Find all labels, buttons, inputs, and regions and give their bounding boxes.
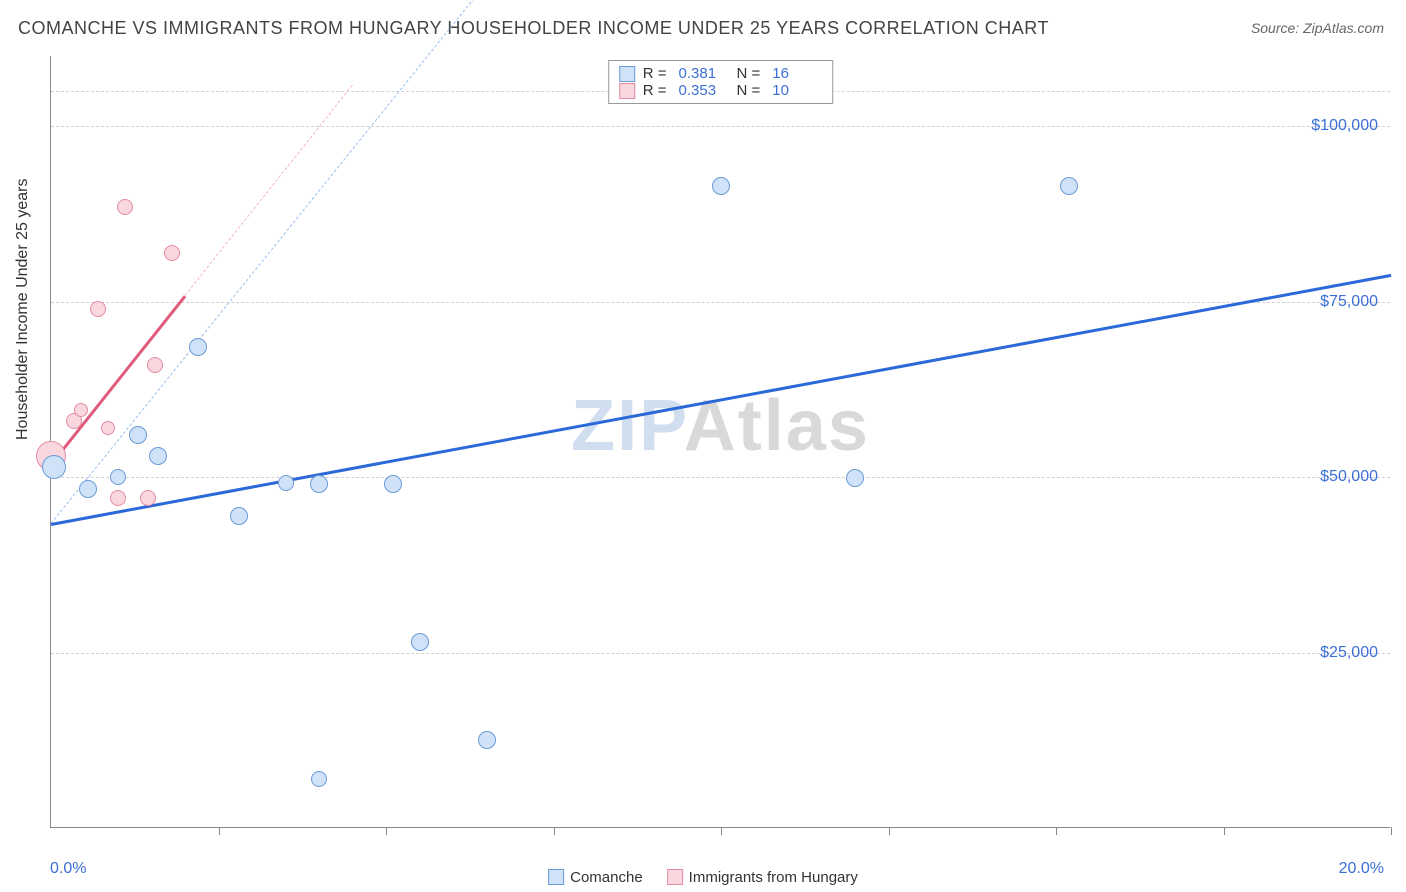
data-point-hungary xyxy=(164,245,180,261)
watermark-zip: ZIP xyxy=(571,386,684,466)
data-point-comanche xyxy=(411,633,429,651)
x-tick xyxy=(721,827,722,835)
y-axis-title: Householder Income Under 25 years xyxy=(14,179,32,440)
data-point-comanche xyxy=(278,475,294,491)
data-point-hungary xyxy=(101,421,115,435)
y-tick-label: $100,000 xyxy=(1311,117,1378,135)
legend-n-label: N = xyxy=(737,65,761,82)
x-tick xyxy=(1056,827,1057,835)
gridline xyxy=(51,477,1390,478)
legend-swatch-comanche xyxy=(619,66,635,82)
x-tick xyxy=(1224,827,1225,835)
y-tick-label: $25,000 xyxy=(1320,644,1378,662)
legend-r-value-comanche: 0.381 xyxy=(679,65,729,82)
trend-line xyxy=(51,274,1391,526)
data-point-comanche xyxy=(712,177,730,195)
plot-area: ZIPAtlas R = 0.381 N = 16 R = 0.353 N = … xyxy=(50,56,1390,828)
legend-r-value-hungary: 0.353 xyxy=(679,82,729,99)
data-point-hungary xyxy=(117,199,133,215)
chart-title: COMANCHE VS IMMIGRANTS FROM HUNGARY HOUS… xyxy=(18,18,1049,39)
y-tick-label: $50,000 xyxy=(1320,468,1378,486)
gridline xyxy=(51,302,1390,303)
data-point-hungary xyxy=(110,490,126,506)
data-point-comanche xyxy=(149,447,167,465)
legend-n-value-comanche: 16 xyxy=(772,65,822,82)
data-point-comanche xyxy=(384,475,402,493)
legend-stats-row-hungary: R = 0.353 N = 10 xyxy=(619,82,823,99)
legend-n-value-hungary: 10 xyxy=(772,82,822,99)
data-point-hungary xyxy=(147,357,163,373)
data-point-comanche xyxy=(478,731,496,749)
x-tick xyxy=(219,827,220,835)
x-tick xyxy=(1391,827,1392,835)
y-tick-label: $75,000 xyxy=(1320,293,1378,311)
data-point-comanche xyxy=(311,771,327,787)
data-point-comanche xyxy=(42,455,66,479)
data-point-hungary xyxy=(74,403,88,417)
watermark-atlas: Atlas xyxy=(684,386,870,466)
data-point-comanche xyxy=(230,507,248,525)
data-point-hungary xyxy=(140,490,156,506)
legend-label-comanche: Comanche xyxy=(570,869,643,886)
legend-item-comanche: Comanche xyxy=(548,869,643,886)
x-tick xyxy=(386,827,387,835)
x-tick xyxy=(554,827,555,835)
legend-item-hungary: Immigrants from Hungary xyxy=(667,869,858,886)
legend-label-hungary: Immigrants from Hungary xyxy=(689,869,858,886)
data-point-comanche xyxy=(310,475,328,493)
gridline xyxy=(51,126,1390,127)
trend-line-extrapolated xyxy=(185,84,353,295)
data-point-comanche xyxy=(846,469,864,487)
legend-series: Comanche Immigrants from Hungary xyxy=(548,869,858,886)
data-point-comanche xyxy=(1060,177,1078,195)
x-axis-min-label: 0.0% xyxy=(50,860,86,878)
gridline xyxy=(51,653,1390,654)
legend-r-label: R = xyxy=(643,82,667,99)
data-point-comanche xyxy=(110,469,126,485)
legend-r-label: R = xyxy=(643,65,667,82)
legend-swatch-comanche xyxy=(548,869,564,885)
data-point-hungary xyxy=(90,301,106,317)
legend-stats: R = 0.381 N = 16 R = 0.353 N = 10 xyxy=(608,60,834,104)
legend-stats-row-comanche: R = 0.381 N = 16 xyxy=(619,65,823,82)
data-point-comanche xyxy=(129,426,147,444)
data-point-comanche xyxy=(79,480,97,498)
legend-n-label: N = xyxy=(737,82,761,99)
legend-swatch-hungary xyxy=(619,83,635,99)
x-tick xyxy=(889,827,890,835)
data-point-comanche xyxy=(189,338,207,356)
source-label: Source: ZipAtlas.com xyxy=(1251,20,1384,36)
legend-swatch-hungary xyxy=(667,869,683,885)
x-axis-max-label: 20.0% xyxy=(1339,860,1384,878)
